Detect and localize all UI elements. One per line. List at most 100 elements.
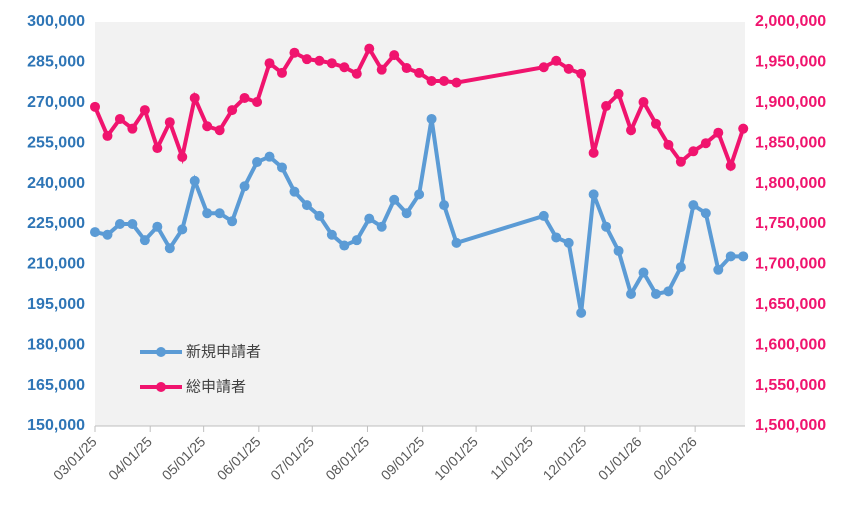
y-tick-label: 195,000 — [27, 296, 85, 313]
point — [301, 54, 312, 65]
point — [738, 123, 749, 134]
point — [339, 240, 350, 251]
point — [214, 208, 225, 219]
y-tick-label: 225,000 — [27, 215, 85, 232]
point — [376, 64, 387, 75]
point — [738, 251, 749, 262]
y2-tick-label: 1,900,000 — [755, 94, 826, 111]
point — [152, 221, 163, 232]
x-tick-label: 01/01/26 — [595, 433, 645, 483]
point — [389, 194, 400, 205]
point — [189, 175, 200, 186]
point — [127, 219, 138, 229]
point — [127, 123, 138, 134]
point — [638, 267, 649, 278]
point — [601, 101, 612, 112]
point — [451, 77, 462, 88]
point — [364, 213, 375, 224]
legend-marker — [156, 347, 166, 357]
point — [152, 143, 163, 154]
point — [713, 264, 724, 275]
point — [563, 63, 574, 74]
point — [252, 157, 263, 168]
point — [426, 75, 437, 86]
point — [563, 237, 574, 248]
point — [439, 200, 450, 211]
y2-tick-label: 1,650,000 — [755, 296, 826, 313]
point — [613, 88, 624, 99]
point — [675, 156, 686, 167]
point — [713, 127, 724, 138]
point — [114, 113, 125, 124]
point — [626, 125, 637, 136]
point — [164, 117, 175, 128]
legend-label: 新規申請者 — [186, 343, 261, 361]
y2-tick-label: 1,850,000 — [755, 134, 826, 151]
legend-marker — [156, 382, 166, 392]
point — [326, 229, 337, 240]
point — [276, 162, 287, 173]
point — [551, 232, 562, 243]
point — [227, 216, 238, 227]
point — [202, 208, 213, 219]
x-tick-label: 07/01/25 — [267, 433, 317, 483]
point — [389, 50, 400, 61]
x-tick-label: 02/01/26 — [650, 433, 700, 483]
point — [351, 235, 362, 246]
plot-area — [95, 22, 745, 426]
y-tick-label: 180,000 — [27, 336, 85, 353]
point — [114, 219, 125, 229]
point — [364, 43, 375, 54]
point — [351, 68, 362, 79]
point — [214, 125, 225, 136]
point — [252, 96, 263, 107]
point — [414, 189, 425, 200]
y2-tick-label: 1,750,000 — [755, 215, 826, 232]
x-tick-label: 05/01/25 — [159, 433, 209, 483]
point — [90, 101, 100, 112]
point — [289, 186, 300, 197]
y2-tick-label: 1,700,000 — [755, 256, 826, 273]
point — [264, 151, 275, 162]
point — [90, 227, 100, 238]
point — [202, 121, 213, 132]
point — [189, 92, 200, 103]
point — [650, 289, 661, 300]
point — [177, 151, 188, 162]
point — [314, 210, 325, 221]
point — [439, 75, 450, 86]
point — [688, 200, 699, 211]
point — [227, 105, 238, 116]
point — [301, 200, 312, 211]
point — [401, 208, 412, 219]
point — [588, 147, 599, 158]
point — [164, 243, 175, 254]
y-tick-label: 270,000 — [27, 94, 85, 111]
point — [426, 113, 437, 124]
point — [700, 208, 711, 219]
x-tick-label: 10/01/25 — [431, 433, 481, 483]
point — [688, 146, 699, 157]
point — [102, 229, 113, 240]
point — [314, 55, 325, 66]
point — [638, 96, 649, 107]
point — [576, 307, 587, 318]
point — [725, 160, 736, 171]
y-tick-label: 165,000 — [27, 377, 85, 394]
point — [538, 62, 549, 73]
point — [576, 68, 587, 79]
point — [264, 58, 275, 69]
y-tick-label: 255,000 — [27, 134, 85, 151]
y-tick-label: 210,000 — [27, 256, 85, 273]
x-tick-label: 12/01/25 — [540, 433, 590, 483]
point — [276, 67, 287, 78]
point — [725, 251, 736, 262]
point — [626, 289, 637, 300]
x-tick-label: 03/01/25 — [50, 433, 100, 483]
point — [700, 138, 711, 149]
x-tick-label: 11/01/25 — [487, 433, 536, 482]
point — [414, 67, 425, 78]
x-tick-label: 09/01/25 — [378, 433, 428, 483]
point — [239, 92, 250, 103]
